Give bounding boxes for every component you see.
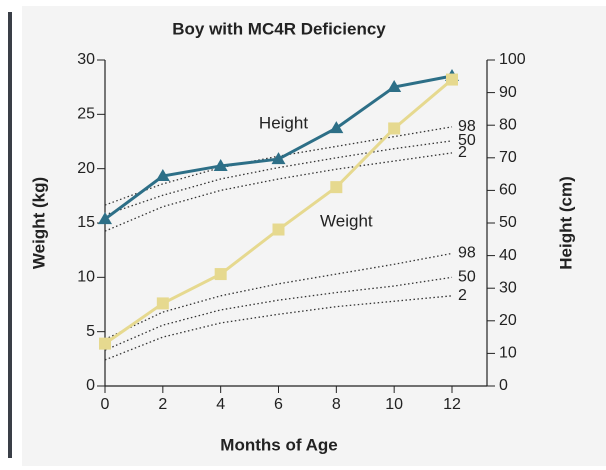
x-tick-label: 8 — [332, 396, 341, 413]
marker — [213, 158, 228, 171]
percentile-label: 98 — [458, 118, 476, 135]
series-label: Weight — [320, 212, 373, 231]
y-tick-label: 30 — [77, 51, 95, 68]
y-tick-label: 15 — [77, 214, 95, 231]
marker — [272, 223, 285, 236]
percentile-line — [104, 276, 453, 351]
x-tick-label: 6 — [274, 396, 283, 413]
y-axis-title: Weight (kg) — [29, 177, 48, 269]
marker — [214, 268, 227, 281]
percentile-label: 2 — [458, 287, 467, 304]
y2-tick-label: 20 — [499, 312, 517, 329]
marker — [388, 122, 401, 135]
x-tick-label: 2 — [158, 396, 167, 413]
marker — [156, 297, 169, 310]
x-tick-label: 10 — [385, 396, 403, 413]
x-tick-label: 0 — [101, 396, 110, 413]
percentile-label: 2 — [458, 144, 467, 161]
marker — [99, 337, 111, 350]
y-tick-label: 20 — [77, 160, 95, 177]
y2-tick-label: 50 — [499, 214, 517, 231]
y-tick-label: 0 — [86, 377, 95, 394]
y-tick-label: 5 — [86, 323, 95, 340]
y2-tick-label: 30 — [499, 279, 517, 296]
edge-bar — [8, 12, 12, 458]
percentile-line — [104, 295, 453, 361]
marker — [387, 80, 402, 93]
x-tick-label: 12 — [443, 396, 461, 413]
marker — [329, 121, 344, 134]
y-tick-label: 25 — [77, 106, 95, 123]
marker — [446, 73, 458, 86]
chart-title: Boy with MC4R Deficiency — [172, 19, 386, 38]
y2-tick-label: 70 — [499, 149, 517, 166]
y2-tick-label: 80 — [499, 116, 517, 133]
marker — [155, 169, 170, 182]
marker — [98, 212, 112, 225]
y2-tick-label: 0 — [499, 377, 508, 394]
percentile-label: 98 — [458, 245, 476, 262]
x-axis-title: Months of Age — [220, 435, 337, 454]
percentile-line — [104, 140, 453, 216]
y-tick-label: 10 — [77, 269, 95, 286]
percentile-line — [104, 252, 453, 340]
marker — [330, 181, 343, 194]
y2-tick-label: 100 — [499, 51, 526, 68]
y2-tick-label: 10 — [499, 345, 517, 362]
y2-axis-title: Height (cm) — [556, 176, 575, 270]
percentile-label: 50 — [458, 132, 476, 149]
panel — [22, 6, 606, 466]
y2-tick-label: 60 — [499, 182, 517, 199]
percentile-label: 50 — [458, 269, 476, 286]
series-label: Height — [259, 114, 308, 133]
y2-tick-label: 40 — [499, 247, 517, 264]
marker — [271, 152, 286, 165]
x-tick-label: 4 — [216, 396, 225, 413]
y2-tick-label: 90 — [499, 84, 517, 101]
